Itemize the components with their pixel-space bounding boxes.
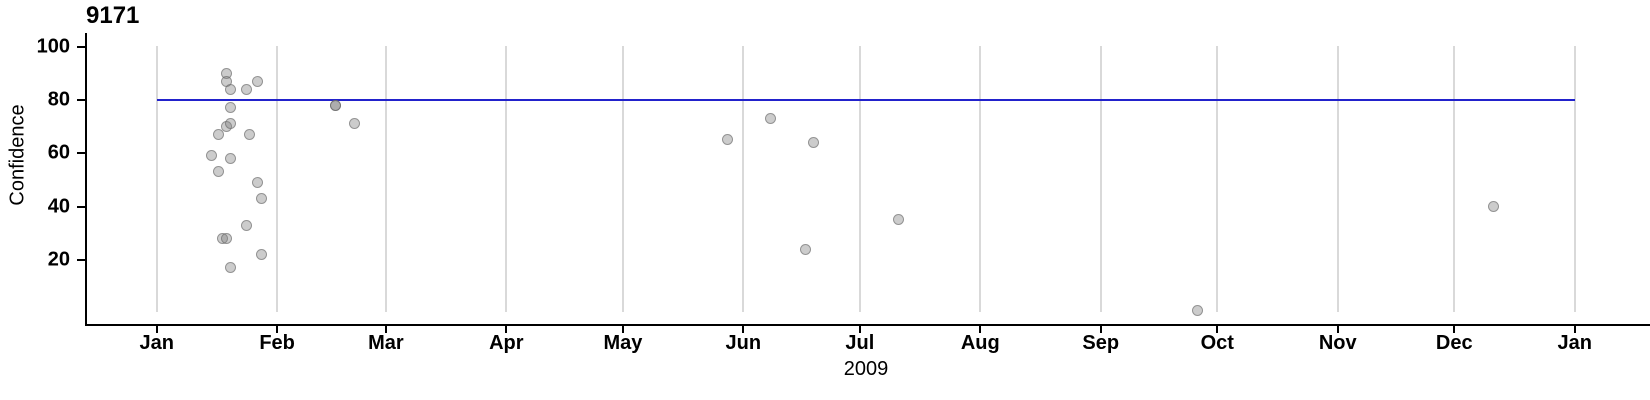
data-point	[256, 249, 268, 261]
y-axis-tick	[77, 45, 85, 48]
x-axis-tick	[1216, 326, 1219, 333]
x-axis-tick	[979, 326, 982, 333]
month-gridline	[858, 46, 861, 312]
data-point	[252, 75, 264, 87]
x-axis-tick	[276, 326, 279, 333]
x-tick-label: May	[603, 332, 643, 354]
data-point	[225, 118, 236, 130]
month-gridline	[1336, 46, 1339, 312]
x-tick-label: Aug	[960, 332, 1000, 354]
x-axis-tick	[1099, 326, 1102, 333]
data-point	[765, 113, 777, 125]
x-axis-tick	[384, 326, 387, 333]
x-tick-label: Oct	[1200, 332, 1234, 354]
month-gridline	[384, 46, 387, 312]
month-gridline	[1216, 46, 1219, 312]
y-axis-tick	[77, 152, 85, 155]
month-gridline	[621, 46, 624, 312]
data-point	[893, 214, 905, 226]
y-axis-tick	[77, 205, 85, 208]
x-tick-label: Dec	[1435, 332, 1473, 354]
month-gridline	[505, 46, 508, 312]
month-gridline	[1573, 46, 1576, 312]
data-point	[225, 102, 236, 114]
data-point	[240, 219, 252, 231]
x-tick-label: Feb	[259, 332, 295, 354]
x-tick-label: Apr	[489, 332, 524, 354]
data-point	[225, 262, 236, 274]
x-tick-label: Nov	[1318, 332, 1357, 354]
x-tick-label: Mar	[368, 332, 404, 354]
data-point	[799, 243, 811, 255]
data-point	[349, 118, 361, 130]
x-axis-label: 2009	[843, 358, 889, 380]
data-point	[213, 166, 225, 178]
month-gridline	[742, 46, 745, 312]
x-axis-line	[85, 324, 1650, 326]
x-axis-tick	[621, 326, 624, 333]
data-point	[807, 137, 819, 149]
data-point	[244, 129, 256, 141]
y-tick-label: 60	[47, 141, 70, 164]
y-axis-label: Confidence	[6, 104, 29, 206]
data-point	[722, 134, 734, 146]
y-axis-tick	[77, 258, 85, 261]
month-gridline	[155, 46, 158, 312]
x-tick-label: Sep	[1082, 332, 1120, 354]
data-point	[225, 83, 236, 95]
data-point	[221, 233, 233, 245]
data-point	[329, 99, 341, 111]
y-tick-label: 40	[47, 195, 70, 218]
data-point	[1192, 305, 1204, 317]
y-tick-label: 100	[36, 35, 70, 58]
data-point	[225, 153, 236, 165]
x-axis-tick	[1336, 326, 1339, 333]
data-point	[205, 150, 217, 162]
plot-title: 9171	[86, 2, 140, 29]
x-axis-tick	[155, 326, 158, 333]
reference-line	[156, 99, 1575, 101]
x-tick-label: Jun	[725, 332, 762, 354]
x-axis-tick	[1453, 326, 1456, 333]
x-axis-tick	[505, 326, 508, 333]
data-point	[240, 83, 252, 95]
month-gridline	[979, 46, 982, 312]
data-point	[256, 193, 268, 205]
x-axis-tick	[742, 326, 745, 333]
x-tick-label: Jul	[845, 332, 875, 354]
x-axis-tick	[858, 326, 861, 333]
x-tick-label: Jan	[139, 332, 174, 354]
data-point	[252, 177, 264, 189]
x-tick-label: Jan	[1557, 332, 1592, 354]
y-tick-label: 20	[47, 248, 70, 271]
month-gridline	[276, 46, 279, 312]
data-point	[213, 129, 225, 141]
y-tick-label: 80	[47, 88, 70, 111]
month-gridline	[1099, 46, 1102, 312]
x-axis-tick	[1573, 326, 1576, 333]
y-axis-tick	[77, 99, 85, 101]
y-axis-line	[85, 33, 87, 326]
data-point	[1487, 201, 1499, 213]
month-gridline	[1453, 46, 1456, 312]
